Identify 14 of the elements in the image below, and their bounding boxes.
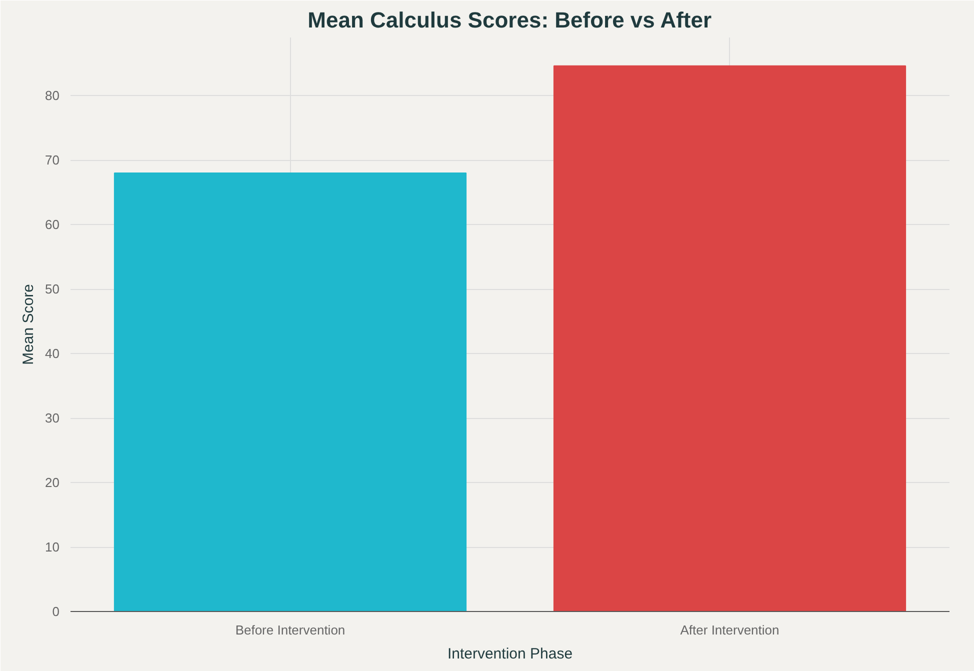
x-axis-title: Intervention Phase: [447, 646, 573, 662]
y-tick-label: 30: [45, 410, 60, 426]
y-tick-label: 0: [52, 604, 60, 619]
y-tick-label: 20: [45, 475, 60, 490]
x-tick-label: Before Intervention: [235, 622, 346, 638]
y-tick-label: 60: [45, 217, 60, 232]
y-tick-label: 70: [45, 152, 60, 168]
y-tick-label: 40: [45, 346, 60, 362]
y-tick-label: 80: [45, 88, 60, 104]
y-tick-label: 50: [45, 282, 60, 297]
y-axis-title: Mean Score: [20, 284, 38, 365]
chart-title: Mean Calculus Scores: Before vs After: [308, 8, 712, 32]
y-tick-label: 10: [45, 540, 60, 555]
x-tick-label: After Intervention: [680, 622, 780, 638]
